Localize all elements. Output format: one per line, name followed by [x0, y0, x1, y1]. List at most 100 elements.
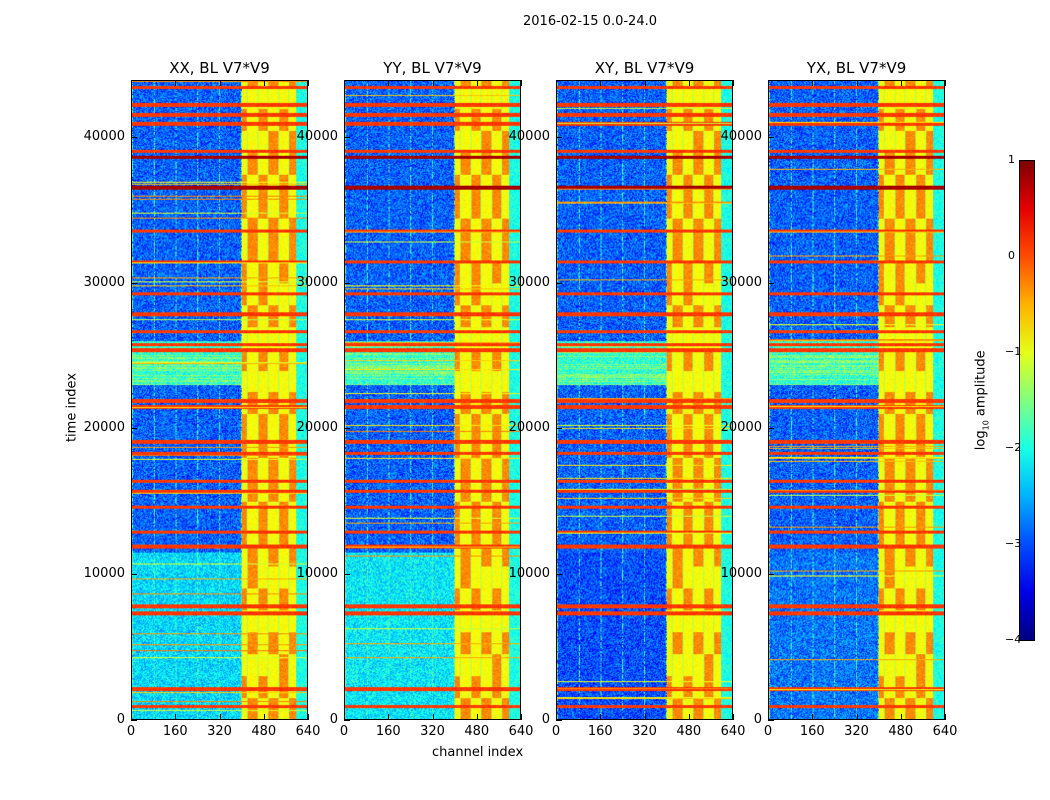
x-tick-label: 160 — [587, 724, 613, 739]
y-tick-label: 20000 — [83, 420, 125, 436]
x-tick-label: 160 — [799, 724, 825, 739]
x-tick-mark — [644, 714, 646, 720]
x-tick-label: 0 — [551, 724, 561, 739]
x-tick-label: 480 — [888, 724, 914, 739]
y-tick-label: 30000 — [83, 274, 125, 290]
y-tick-mark — [768, 574, 774, 576]
x-tick-label: 320 — [632, 724, 657, 739]
y-tick-mark — [131, 136, 137, 138]
panel-title: YY, BL V7*V9 — [383, 59, 482, 77]
y-tick-label: 0 — [753, 712, 762, 727]
x-tick-label: 480 — [676, 724, 702, 739]
x-tick-mark — [556, 714, 557, 720]
x-tick-label: 640 — [295, 724, 321, 739]
y-tick-label: 0 — [541, 712, 550, 727]
x-tick-mark — [131, 80, 132, 86]
y-tick-label: 10000 — [296, 566, 338, 582]
x-tick-mark — [856, 714, 858, 720]
y-tick-label: 40000 — [83, 128, 125, 144]
y-tick-mark — [344, 720, 350, 721]
x-tick-mark — [688, 80, 690, 86]
x-tick-label: 0 — [339, 724, 349, 739]
figure-title: 2016-02-15 0.0-24.0 — [523, 14, 657, 29]
x-tick-label: 640 — [720, 724, 746, 739]
y-tick-label: 20000 — [508, 420, 550, 436]
colorbar-tick-label: 1 — [1008, 153, 1015, 166]
x-tick-mark — [856, 80, 858, 86]
panel-title: XY, BL V7*V9 — [594, 59, 695, 77]
x-tick-mark — [945, 80, 946, 86]
y-tick-label: 30000 — [720, 274, 762, 290]
x-tick-mark — [600, 80, 602, 86]
x-tick-mark — [812, 714, 814, 720]
x-tick-mark — [521, 714, 522, 720]
colorbar-tick-label: −3 — [1005, 537, 1022, 550]
y-tick-mark — [131, 720, 137, 721]
y-tick-label: 10000 — [83, 566, 125, 582]
heatmap-panel-1 — [344, 80, 521, 720]
x-tick-label: 640 — [932, 724, 958, 739]
x-tick-mark — [733, 80, 734, 86]
x-tick-mark — [600, 714, 602, 720]
colorbar-label: log10 amplitude — [973, 350, 991, 451]
y-tick-label: 30000 — [508, 274, 550, 290]
x-tick-mark — [263, 80, 265, 86]
y-tick-label: 40000 — [296, 128, 338, 144]
colorbar — [1019, 160, 1035, 641]
y-tick-label: 10000 — [720, 566, 762, 582]
x-tick-mark — [432, 80, 434, 86]
y-tick-mark — [344, 574, 350, 576]
heatmap-panel-2 — [556, 80, 733, 720]
y-tick-mark — [556, 136, 562, 138]
x-tick-mark — [768, 80, 769, 86]
y-tick-mark — [556, 574, 562, 576]
x-tick-mark — [175, 80, 177, 86]
y-axis-label: time index — [64, 372, 80, 443]
y-tick-mark — [556, 428, 562, 430]
x-tick-mark — [521, 80, 522, 86]
x-tick-label: 160 — [162, 724, 188, 739]
x-tick-mark — [900, 80, 902, 86]
x-tick-mark — [344, 80, 345, 86]
x-tick-mark — [344, 714, 345, 720]
y-tick-mark — [344, 136, 350, 138]
x-tick-mark — [945, 714, 946, 720]
x-tick-mark — [219, 714, 221, 720]
y-tick-label: 40000 — [720, 128, 762, 144]
x-tick-mark — [900, 714, 902, 720]
x-tick-mark — [131, 714, 132, 720]
x-tick-label: 160 — [375, 724, 401, 739]
x-tick-mark — [644, 80, 646, 86]
y-tick-label: 40000 — [508, 128, 550, 144]
x-tick-mark — [308, 714, 309, 720]
y-tick-mark — [556, 282, 562, 284]
y-tick-mark — [344, 428, 350, 430]
y-tick-label: 0 — [116, 712, 125, 727]
panel-title: XX, BL V7*V9 — [169, 59, 270, 77]
x-axis-label: channel index — [432, 745, 524, 760]
y-tick-mark — [768, 428, 774, 430]
x-tick-label: 640 — [508, 724, 534, 739]
y-tick-mark — [131, 428, 137, 430]
y-tick-label: 20000 — [720, 420, 762, 436]
x-tick-mark — [308, 80, 309, 86]
colorbar-tick-label: 0 — [1008, 249, 1015, 262]
panel-title: YX, BL V7*V9 — [806, 59, 907, 77]
y-tick-label: 20000 — [296, 420, 338, 436]
x-tick-mark — [219, 80, 221, 86]
y-tick-mark — [768, 720, 774, 721]
x-tick-mark — [688, 714, 690, 720]
colorbar-tick-label: −2 — [1005, 441, 1022, 454]
x-tick-mark — [432, 714, 434, 720]
y-tick-label: 30000 — [296, 274, 338, 290]
x-tick-label: 320 — [420, 724, 445, 739]
y-tick-mark — [768, 136, 774, 138]
colorbar-tick-label: −1 — [1005, 345, 1022, 358]
x-tick-mark — [812, 80, 814, 86]
colorbar-tick-label: −4 — [1005, 633, 1022, 646]
x-tick-mark — [733, 714, 734, 720]
y-tick-mark — [344, 282, 350, 284]
y-tick-mark — [768, 282, 774, 284]
heatmap-panel-3 — [768, 80, 945, 720]
y-tick-mark — [131, 282, 137, 284]
